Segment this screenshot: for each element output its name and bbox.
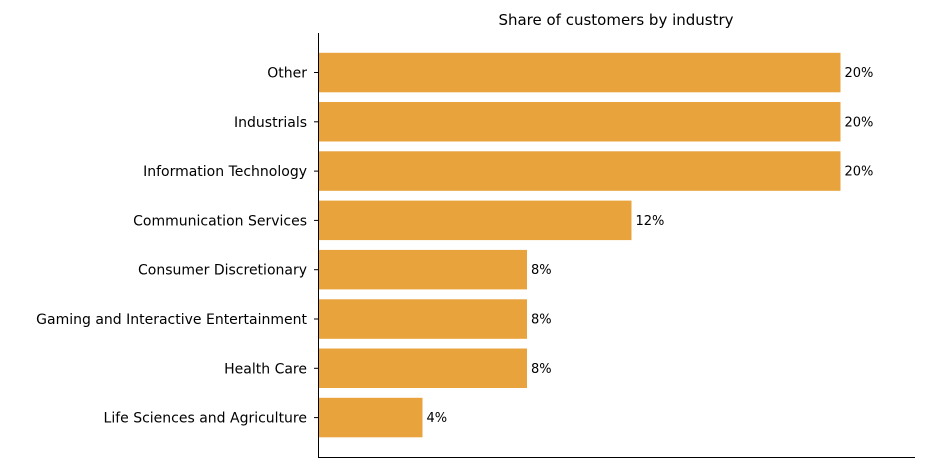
value-label: 20%: [845, 165, 874, 180]
value-label: 8%: [531, 362, 552, 377]
category-label: Industrials: [234, 115, 307, 131]
value-label: 12%: [636, 214, 665, 229]
bar: [319, 200, 632, 241]
bar: [319, 52, 841, 93]
category-label: Other: [267, 66, 307, 82]
bar: [319, 348, 527, 388]
bar: [319, 299, 527, 339]
bar: [319, 249, 527, 290]
category-label: Health Care: [224, 361, 307, 377]
bar: [319, 102, 841, 142]
bars-group: [319, 52, 841, 438]
category-label: Consumer Discretionary: [138, 263, 307, 279]
category-label: Information Technology: [143, 164, 307, 180]
bar: [319, 151, 841, 191]
category-label: Life Sciences and Agriculture: [104, 411, 307, 427]
chart-title: Share of customers by industry: [498, 11, 733, 29]
value-label: 8%: [531, 263, 552, 278]
value-label: 20%: [845, 66, 874, 81]
category-labels-group: Other Industrials Information Technology Co…: [36, 66, 318, 427]
category-label: Communication Services: [133, 213, 307, 229]
category-label: Gaming and Interactive Entertainment: [36, 312, 307, 328]
value-label: 20%: [845, 115, 874, 130]
value-label: 8%: [531, 313, 552, 328]
bar: [319, 397, 423, 438]
value-label: 4%: [427, 411, 448, 426]
value-labels-group: 20% 20% 20% 12% 8% 8% 8% 4%: [427, 66, 874, 426]
